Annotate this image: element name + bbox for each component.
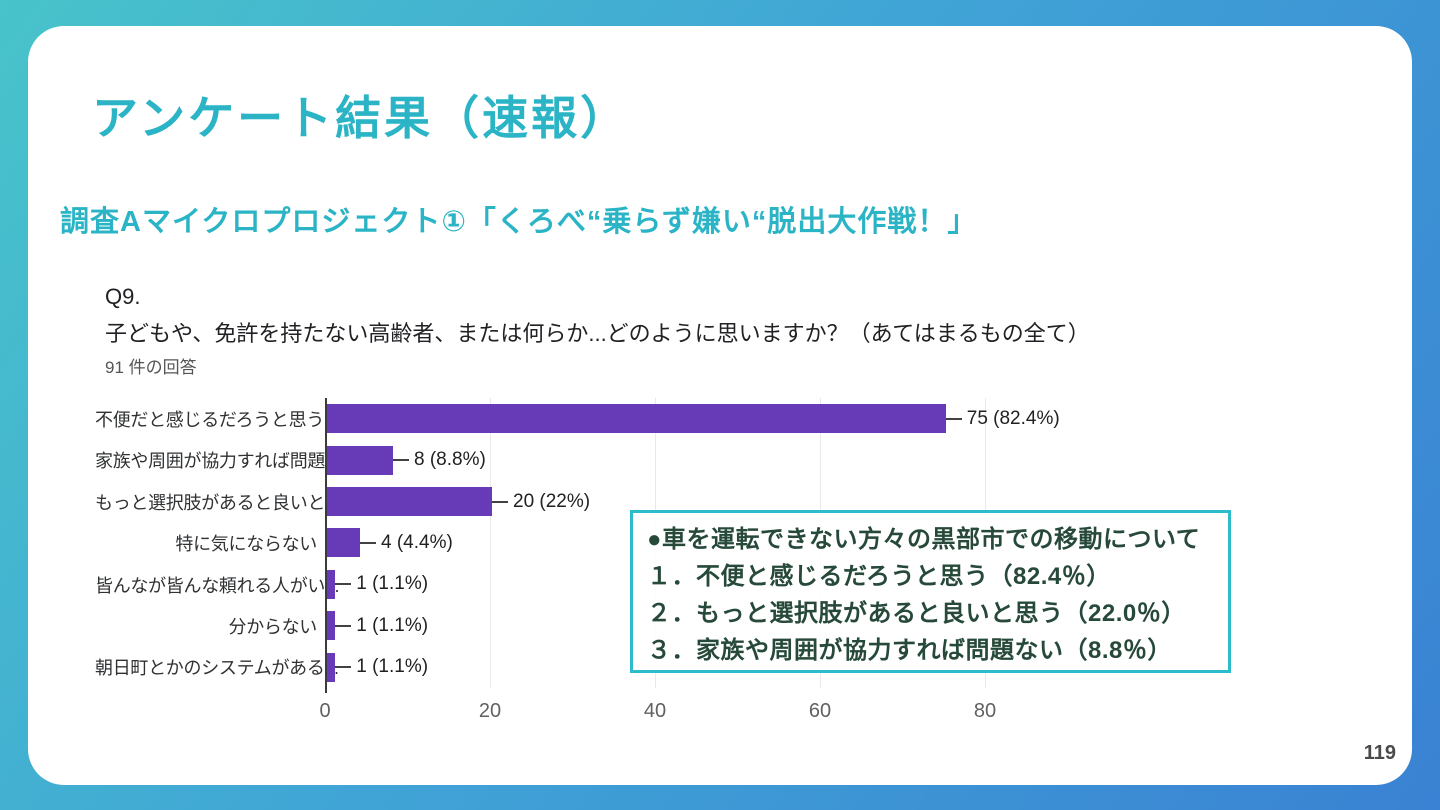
value-callout-line bbox=[492, 500, 508, 503]
value-text: 4 (4.4%) bbox=[381, 531, 453, 553]
chart-question-number: Q9. bbox=[105, 284, 141, 309]
value-callout-line bbox=[393, 459, 409, 462]
category-label: 不便だと感じるだろうと思う bbox=[95, 410, 325, 430]
value-text: 75 (82.4%) bbox=[966, 407, 1060, 429]
value-text: 1 (1.1%) bbox=[356, 614, 429, 636]
value-callout-line bbox=[335, 666, 352, 669]
category-label: 家族や周囲が協力すれば問題... bbox=[95, 451, 340, 472]
bar bbox=[327, 487, 492, 516]
value-label: 20 (22%) bbox=[492, 487, 590, 516]
value-text: 20 (22%) bbox=[513, 490, 591, 512]
slide-title: アンケート結果（速報） bbox=[92, 92, 630, 144]
value-callout-line bbox=[335, 624, 352, 627]
category-label: 特に気にならない bbox=[175, 534, 317, 555]
bar bbox=[327, 528, 360, 558]
x-tick-label: 80 bbox=[973, 699, 997, 722]
value-label: 8 (8.8%) bbox=[393, 446, 486, 475]
category-label: 分からない bbox=[228, 617, 318, 637]
slide-subtitle: 調査Aマイクロプロジェクト①「くろべ“乗らず嫌い“脱出大作戦！」 bbox=[60, 206, 978, 238]
bar bbox=[327, 652, 336, 682]
bar bbox=[327, 404, 946, 434]
category-label: もっと選択肢があると良いと... bbox=[95, 492, 340, 513]
x-tick-label: 60 bbox=[808, 699, 832, 722]
callout-item-1: １．不便と感じるだろうと思う（82.4％） bbox=[647, 563, 1111, 590]
x-tick-label: 40 bbox=[643, 699, 667, 722]
category-label: 朝日町とかのシステムがある... bbox=[95, 658, 339, 679]
value-callout-line bbox=[360, 541, 376, 544]
bar bbox=[327, 569, 336, 599]
callout-heading: ●車を運転できない方々の黒部市での移動について bbox=[647, 526, 1201, 553]
value-text: 8 (8.8%) bbox=[414, 449, 486, 471]
bar bbox=[327, 611, 336, 641]
summary-callout-box: ●車を運転できない方々の黒部市での移動について １．不便と感じるだろうと思う（8… bbox=[630, 510, 1231, 673]
callout-item-2: ２．もっと選択肢があると良いと思う（22.0％） bbox=[647, 600, 1186, 627]
y-axis-line bbox=[325, 398, 327, 693]
value-label: 75 (82.4%) bbox=[945, 404, 1060, 433]
x-tick-label: 0 bbox=[319, 699, 331, 722]
category-label: 皆んなが皆んな頼れる人がい... bbox=[95, 575, 340, 596]
chart-question-text: 子どもや、免許を持たない高齢者、または何らか...どのように思いますか？（あては… bbox=[105, 321, 1090, 346]
page-number: 119 bbox=[1363, 742, 1396, 764]
survey-bar-chart: 0 20 40 60 80 不便だと感じるだろうと思う 75 (82.4%) 家族や周囲が協力… bbox=[95, 398, 1205, 738]
x-tick-label: 20 bbox=[478, 699, 502, 722]
callout-item-3: ３．家族や周囲が協力すれば問題ない（8.8％） bbox=[647, 637, 1172, 664]
bar bbox=[327, 445, 393, 475]
chart-response-count: 91 件の回答 bbox=[105, 358, 197, 377]
value-label: 4 (4.4%) bbox=[360, 528, 453, 557]
value-label: 1 (1.1%) bbox=[335, 570, 428, 599]
value-callout-line bbox=[945, 417, 962, 420]
value-text: 1 (1.1%) bbox=[356, 573, 429, 595]
value-label: 1 (1.1%) bbox=[335, 653, 428, 682]
slide-card: アンケート結果（速報） 調査Aマイクロプロジェクト①「くろべ“乗らず嫌い“脱出大… bbox=[28, 26, 1412, 785]
x-gridline bbox=[490, 398, 491, 688]
value-label: 1 (1.1%) bbox=[335, 611, 428, 640]
value-text: 1 (1.1%) bbox=[356, 656, 429, 678]
value-callout-line bbox=[335, 583, 352, 586]
